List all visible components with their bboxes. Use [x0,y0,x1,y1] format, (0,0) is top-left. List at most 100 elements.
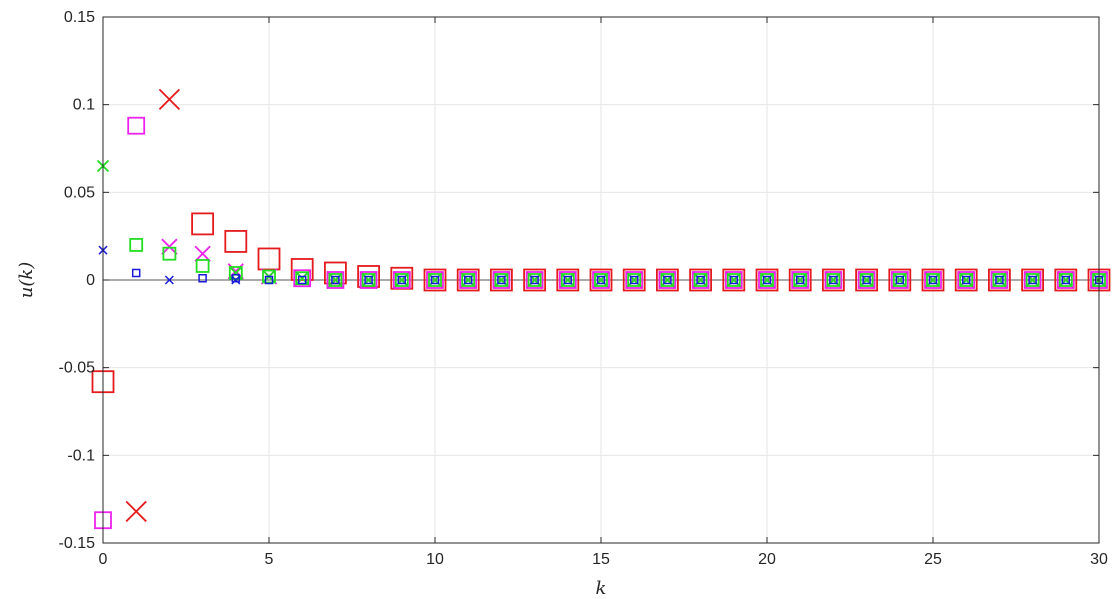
square-marker [563,275,573,285]
square-marker [857,271,876,289]
square-marker [755,268,779,292]
square-marker [829,275,838,285]
y-tick-label: 0.1 [73,97,95,114]
square-marker [463,275,473,285]
square-marker [361,273,376,287]
square-marker [423,268,447,292]
square-marker [1061,275,1071,285]
x-tick-label: 25 [924,551,942,568]
square-marker [364,275,373,285]
x-marker [125,500,147,523]
square-marker [1028,275,1037,285]
square-marker [795,275,805,285]
square-marker [691,271,710,289]
square-marker [959,273,974,287]
square-marker [722,268,746,292]
y-tick-label: 0.15 [64,9,95,26]
square-marker [257,247,281,271]
square-marker [826,273,841,287]
square-marker [131,268,141,278]
square-marker [990,271,1009,289]
square-marker [430,275,440,285]
square-marker [293,269,312,288]
square-marker [954,268,978,292]
y-axis-label: u(k) [16,262,37,299]
square-marker [359,271,378,289]
square-marker [530,275,539,285]
square-marker [995,275,1004,285]
square-marker [262,269,276,284]
x-marker [161,238,178,255]
square-marker [762,275,772,285]
square-marker [663,275,672,285]
square-marker [558,271,577,289]
square-marker [489,268,513,292]
square-marker [592,271,610,289]
square-marker [992,273,1007,287]
square-marker [890,271,909,289]
square-marker [326,271,345,289]
square-marker [895,275,905,285]
square-marker [497,275,506,285]
x-tick-label: 15 [592,551,610,568]
y-tick-label: 0 [86,272,95,289]
square-marker [1025,273,1040,287]
square-marker [394,273,409,287]
square-marker [660,273,675,287]
series-6 [131,268,1104,285]
square-marker [961,275,971,285]
square-marker [397,275,407,285]
x-tick-label: 30 [1090,551,1108,568]
x-marker [231,275,241,285]
square-marker [926,273,940,287]
square-marker [622,268,646,292]
square-marker [331,275,340,285]
x-tick-label: 5 [265,551,274,568]
square-marker [297,275,307,285]
square-marker [689,268,712,292]
square-marker [824,271,843,289]
square-marker [892,273,907,287]
square-marker [957,271,976,289]
x-marker [158,88,181,111]
square-marker [693,273,708,287]
square-marker [523,268,546,292]
square-marker [596,275,606,285]
square-marker [162,246,177,261]
square-marker [392,271,411,289]
y-tick-label: -0.1 [67,447,95,464]
x-marker [194,245,211,262]
square-marker [560,273,575,287]
square-marker [195,259,210,273]
square-marker [461,273,476,287]
series-1 [125,88,181,523]
square-marker [758,271,776,289]
square-marker [791,271,810,289]
x-tick-label: 10 [426,551,444,568]
square-marker [594,273,608,287]
square-marker [658,271,677,289]
square-marker [264,275,274,285]
square-marker [928,275,938,285]
square-marker [629,275,639,285]
square-marker [224,230,248,253]
y-tick-label: -0.05 [59,360,96,377]
square-marker [231,273,241,283]
square-marker [589,268,613,292]
square-marker [921,268,945,292]
axis-ticks: 0 5 10 15 20 25 30 -0.15 -0.1 -0.05 0 0.05 0.1 0.15 [59,9,1108,568]
square-marker [428,273,442,287]
square-marker [328,273,343,287]
square-marker [525,271,544,289]
square-marker [1054,268,1078,292]
square-marker [696,275,705,285]
square-marker [726,273,741,287]
x-axis-label: k [596,578,607,599]
x-tick-label: 0 [99,551,108,568]
square-marker [855,268,878,292]
square-marker [527,273,542,287]
square-marker [494,273,509,287]
square-marker [924,271,942,289]
x-marker [164,275,174,285]
